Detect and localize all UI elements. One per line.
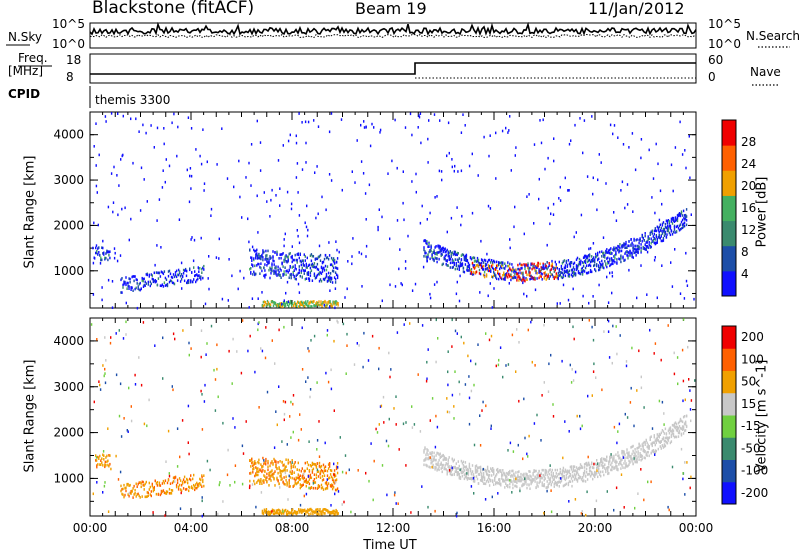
colorbar-1-frame <box>721 325 737 505</box>
date-label: 11/Jan/2012 <box>588 0 685 18</box>
colorbar-1-swatch <box>722 437 736 460</box>
panel-1-ytick-label: 1000 <box>53 471 84 485</box>
colorbar-0-tick-label: 24 <box>741 157 756 171</box>
panel-0-ytick-label: 4000 <box>53 128 84 142</box>
colorbar-0-frame <box>721 119 737 297</box>
colorbar-1-swatch <box>722 459 736 483</box>
frequency-trace <box>90 62 696 75</box>
panel-0-ytick-label: 1000 <box>53 264 84 278</box>
colorbar-1-tick-label: 15 <box>741 397 756 411</box>
x-tick-label: 12:00 <box>376 521 411 535</box>
x-tick-label: 20:00 <box>578 521 613 535</box>
freq-label: Freq. <box>18 51 48 65</box>
nsearch-tick-high: 10^5 <box>708 17 741 31</box>
x-tick-label: 08:00 <box>275 521 310 535</box>
colorbar-0-swatch <box>722 170 736 196</box>
colorbar-0-swatch <box>722 245 736 272</box>
colorbar-1-tick-label: -50 <box>741 441 761 455</box>
cpid-value: themis 3300 <box>95 93 171 107</box>
colorbar-0-swatch <box>722 195 736 222</box>
colorbar-0-tick-label: 16 <box>741 201 756 215</box>
panel-0-ytick-label: 2000 <box>53 218 84 232</box>
colorbar-0-tick-label: 12 <box>741 223 756 237</box>
cpid-label: CPID <box>8 87 41 101</box>
freq-unit-label: [MHz] <box>8 64 44 78</box>
colorbar-1-swatch <box>722 415 736 438</box>
colorbar-0-tick-label: 28 <box>741 135 756 149</box>
colorbar-1-tick-label: -15 <box>741 419 761 433</box>
nsky-tick-high: 10^5 <box>52 17 85 31</box>
colorbar-0-tick-label: 4 <box>741 267 749 281</box>
colorbar-0-tick-label: 8 <box>741 245 749 259</box>
nsky-trace <box>89 21 697 37</box>
nsky-label: N.Sky <box>8 30 43 44</box>
colorbar-0-swatch <box>722 220 736 247</box>
panel-1-ytick-label: 3000 <box>53 380 84 394</box>
nave-tick-low: 0 <box>708 70 716 84</box>
nsearch-label: N.Search <box>746 29 800 43</box>
freq-tick-low: 8 <box>66 70 74 84</box>
nsearch-trace <box>89 33 697 39</box>
colorbar-1-swatch <box>722 392 736 416</box>
colorbar-1-swatch <box>722 326 736 349</box>
colorbar-1-swatch <box>722 481 736 505</box>
beam-label: Beam 19 <box>355 0 427 18</box>
x-tick-label: 16:00 <box>477 521 512 535</box>
colorbar-0-tick-label: 20 <box>741 179 756 193</box>
colorbar-1-tick-label: -200 <box>741 486 768 500</box>
nave-label: Nave <box>750 65 781 79</box>
x-tick-label: 00:00 <box>679 521 714 535</box>
nsky-tick-low: 10^0 <box>52 37 85 51</box>
colorbar-1-swatch <box>722 370 736 394</box>
panel-1-ytick-label: 4000 <box>53 334 84 348</box>
x-axis-title: Time UT <box>363 538 417 553</box>
nsearch-tick-low: 10^0 <box>708 37 741 51</box>
colorbar-1-tick-label: -100 <box>741 464 768 478</box>
noise-panel-frame <box>89 22 697 49</box>
colorbar-0-swatch <box>722 270 736 297</box>
colorbar-0-swatch <box>722 145 736 171</box>
freq-tick-high: 18 <box>66 53 82 67</box>
colorbar-1-tick-label: 100 <box>741 352 764 366</box>
colorbar-1-tick-label: 50 <box>741 375 756 389</box>
nave-tick-high: 60 <box>708 53 724 67</box>
x-tick-label: 04:00 <box>174 521 209 535</box>
panel-1-ytick-label: 2000 <box>53 426 84 440</box>
freq-panel-frame <box>89 53 697 84</box>
colorbar-1-swatch <box>722 348 736 371</box>
colorbar-0-swatch <box>722 120 736 146</box>
panel-0-ytick-label: 3000 <box>53 173 84 187</box>
radar-title: Blackstone (fitACF) <box>92 0 255 18</box>
x-tick-label: 00:00 <box>73 521 108 535</box>
colorbar-1-tick-label: 200 <box>741 330 764 344</box>
